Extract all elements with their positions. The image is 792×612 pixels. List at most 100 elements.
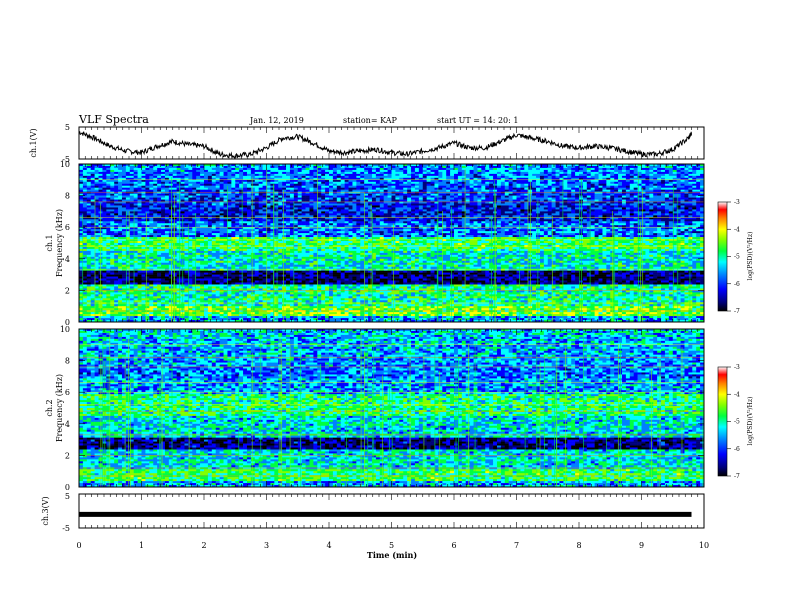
spectrogram-cell [504,219,509,222]
spectrogram-cell [524,181,529,185]
spectrogram-cell [157,181,162,185]
spectrogram-cell [524,175,529,179]
spectrogram-cell [426,167,431,171]
spectrogram-cell [321,203,326,206]
spectrogram-cell [282,173,287,177]
spectrogram-cell [520,219,525,222]
spectrogram-cell [637,177,642,181]
spectrogram-cell [180,185,185,188]
spectrogram-cell [610,201,615,204]
spectrogram-cell [164,187,170,190]
spectrogram-cell [653,201,658,204]
spectrogram-cell [329,177,334,181]
spectrogram-cell [500,197,506,200]
spectrogram-cell [332,205,338,208]
spectrogram-cell [207,199,213,202]
spectrogram-cell [223,213,228,216]
spectrogram-cell [379,219,384,222]
spectrogram-cell [516,171,521,175]
spectrogram-cell [676,187,681,190]
spectrogram-cell [559,167,564,171]
spectrogram-cell [293,201,299,204]
spectrogram-cell [684,213,689,216]
spectrogram-cell [125,179,131,183]
spectrogram-cell [399,169,404,173]
spectrogram-cell [368,217,373,220]
spectrogram-cell [157,169,162,173]
spectrogram-cell [567,201,572,204]
spectrogram-cell [207,195,213,198]
spectrogram-cell [621,183,627,187]
spectrogram-cell [86,209,92,212]
spectrogram-cell [434,167,439,171]
spectrogram-cell [625,173,631,177]
spectrogram-cell [602,171,607,175]
spectrogram-cell [219,177,224,181]
spectrogram-cell [641,207,646,210]
spectrogram-cell [430,207,435,210]
spectrogram-cell [547,221,552,224]
spectrogram-cell [493,179,498,183]
spectrogram-cell [539,215,545,218]
spectrogram-cell [582,167,588,171]
spectrogram-cell [594,191,599,194]
spectrogram-cell [481,193,486,196]
spectrogram-cell [141,164,146,167]
spectrogram-cell [508,201,513,204]
spectrogram-cell [649,199,654,202]
spectrogram-cell [700,183,705,187]
spectrogram-cell [161,169,166,173]
spectrogram-cell [672,199,677,202]
spectrogram-cell [223,183,228,187]
spectrogram-cell [571,209,576,212]
spectrogram-cell [465,183,470,187]
spectrogram-cell [149,173,154,177]
spectrogram-cell [106,219,111,222]
spectrogram-cell [286,183,291,187]
spectrogram-cell [368,171,373,175]
spectrogram-cell [516,215,521,218]
spectrogram-cell [469,165,474,169]
spectrogram-cell [559,197,564,200]
spectrogram-cell [254,191,259,194]
spectrogram-cell [414,203,420,206]
spectrogram-cell [434,201,439,204]
spectrogram-cell [489,203,494,206]
spectrogram-cell [231,171,236,175]
spectrogram-cell [387,221,392,224]
spectrogram-cell [598,169,603,173]
spectrogram-cell [274,215,279,218]
spectrogram-cell [157,183,162,187]
spectrogram-cell [457,221,463,224]
spectrogram-cell [606,173,611,177]
spectrogram-cell [508,187,513,190]
spectrogram-cell [590,201,595,204]
spectrogram-cell [309,181,314,185]
spectrogram-cell [157,201,162,204]
spectrogram-cell [661,187,666,190]
spectrogram-cell [153,175,158,179]
spectrogram-cell [454,167,459,171]
spectrogram-cell [188,213,193,216]
spectrogram-cell [696,167,701,171]
spectrogram-cell [481,167,486,171]
spectrogram-cell [79,207,84,210]
spectrogram-cell [461,173,467,177]
spectrogram-cell [188,191,193,194]
spectrogram-cell [582,201,588,204]
spectrogram-cell [403,179,408,183]
spectrogram-cell [532,189,537,192]
spectrogram-cell [567,197,572,200]
spectrogram-cell [82,181,88,185]
spectrogram-cell [196,165,201,169]
spectrogram-cell [594,219,599,222]
spectrogram-cell [454,181,459,185]
spectrogram-cell [286,191,291,194]
spectrogram-cell [512,177,517,181]
spectrogram-cell [582,219,588,222]
spectrogram-cell [590,215,595,218]
spectrogram-cell [371,195,377,198]
spectrogram-cell [469,179,474,183]
spectrogram-cell [473,221,478,224]
